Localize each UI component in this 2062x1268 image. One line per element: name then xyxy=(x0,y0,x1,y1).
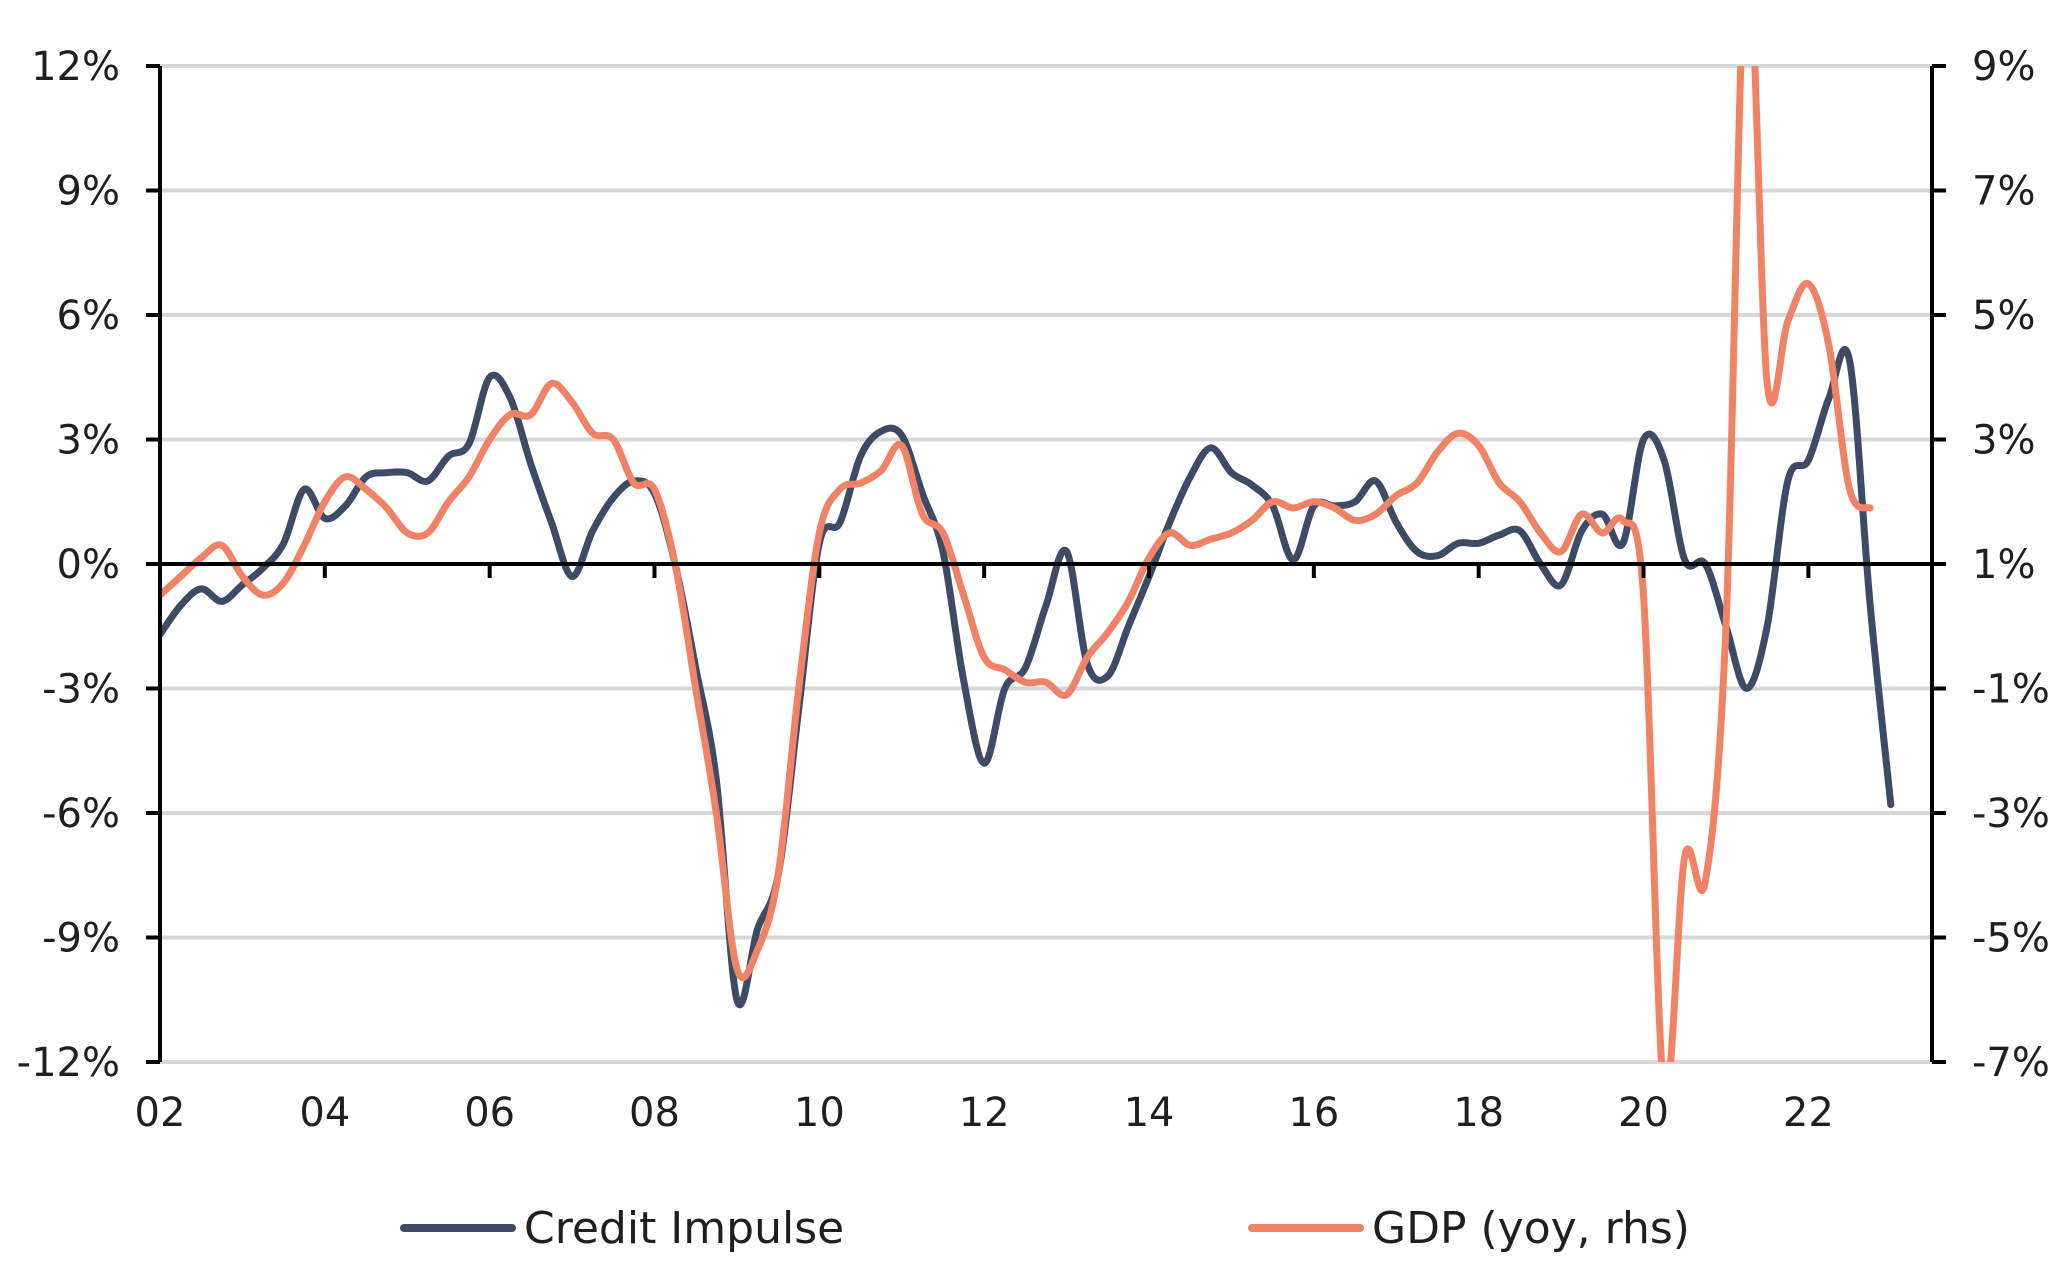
left-axis-tick-label: -12% xyxy=(17,1040,120,1086)
right-axis-tick-label: 9% xyxy=(1972,44,2035,90)
right-axis-tick-label: 3% xyxy=(1972,418,2035,464)
x-axis-tick-label: 04 xyxy=(299,1090,350,1136)
right-axis-tick-label: -5% xyxy=(1972,916,2050,962)
gdp-line xyxy=(160,66,1874,1062)
legend: Credit Impulse GDP (yoy, rhs) xyxy=(400,1203,1690,1254)
left-axis-tick-label: 3% xyxy=(57,418,120,464)
tick-labels: 12% 9% 6% 3% 0% -3% -6% -9% -12% 9% 7% 5% 3% 1% -1% -3%… xyxy=(17,44,2050,1136)
legend-label-gdp: GDP (yoy, rhs) xyxy=(1372,1203,1690,1254)
left-axis-tick-label: -3% xyxy=(42,667,120,713)
left-axis-tick-label: 12% xyxy=(31,44,120,90)
credit-impulse-line xyxy=(160,346,1895,1009)
right-axis-tick-label: -3% xyxy=(1972,791,2050,837)
right-axis-tick-label: 7% xyxy=(1972,169,2035,215)
x-axis-tick-label: 22 xyxy=(1783,1090,1834,1136)
x-axis-tick-label: 08 xyxy=(629,1090,680,1136)
left-axis-tick-label: 0% xyxy=(57,542,120,588)
axes xyxy=(146,64,1946,1064)
right-axis-tick-label: 5% xyxy=(1972,293,2035,339)
legend-label-credit-impulse: Credit Impulse xyxy=(524,1203,844,1254)
x-axis-tick-label: 14 xyxy=(1124,1090,1175,1136)
x-axis-tick-label: 02 xyxy=(135,1090,186,1136)
gridlines xyxy=(160,64,1932,1064)
right-axis-tick-label: -7% xyxy=(1972,1040,2050,1086)
right-axis-tick-label: -1% xyxy=(1972,667,2050,713)
x-axis-tick-label: 18 xyxy=(1453,1090,1504,1136)
x-axis-tick-label: 20 xyxy=(1618,1090,1669,1136)
x-axis-tick-label: 10 xyxy=(794,1090,845,1136)
left-axis-tick-label: -6% xyxy=(42,791,120,837)
x-axis-tick-label: 16 xyxy=(1288,1090,1339,1136)
series-group xyxy=(160,66,1895,1062)
left-axis-tick-label: -9% xyxy=(42,916,120,962)
left-axis-tick-label: 6% xyxy=(57,293,120,339)
right-axis-tick-label: 1% xyxy=(1972,542,2035,588)
left-axis-tick-label: 9% xyxy=(57,169,120,215)
x-axis-tick-label: 06 xyxy=(464,1090,515,1136)
x-axis-tick-label: 12 xyxy=(959,1090,1010,1136)
